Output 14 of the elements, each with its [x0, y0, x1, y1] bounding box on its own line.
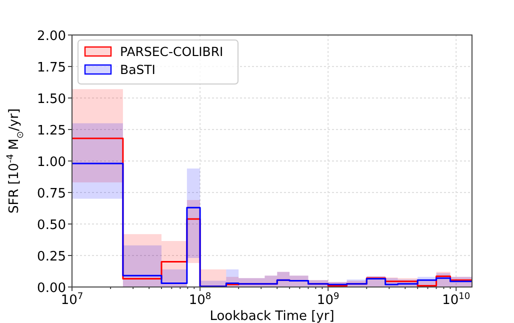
x-tick-label: 10$^{9}$: [316, 292, 340, 308]
x-tick-label: 10$^{8}$: [188, 292, 212, 308]
y-tick-label: 0.50: [37, 218, 66, 233]
x-tick-label: 10$^{10}$: [442, 292, 470, 308]
legend-label: BaSTI: [120, 62, 156, 77]
y-tick-label: 1.25: [37, 124, 66, 138]
y-tick-label: 2.00: [37, 29, 66, 44]
y-tick-label: 0.25: [37, 250, 66, 264]
legend-label: PARSEC-COLIBRI: [120, 44, 224, 59]
y-tick-label: 1.50: [37, 92, 66, 107]
y-tick-label: 1.00: [37, 155, 66, 170]
y-tick-label: 1.75: [37, 60, 66, 76]
y-tick-label: 0.75: [37, 186, 66, 202]
x-axis-title: Lookback Time [yr]: [210, 309, 334, 323]
